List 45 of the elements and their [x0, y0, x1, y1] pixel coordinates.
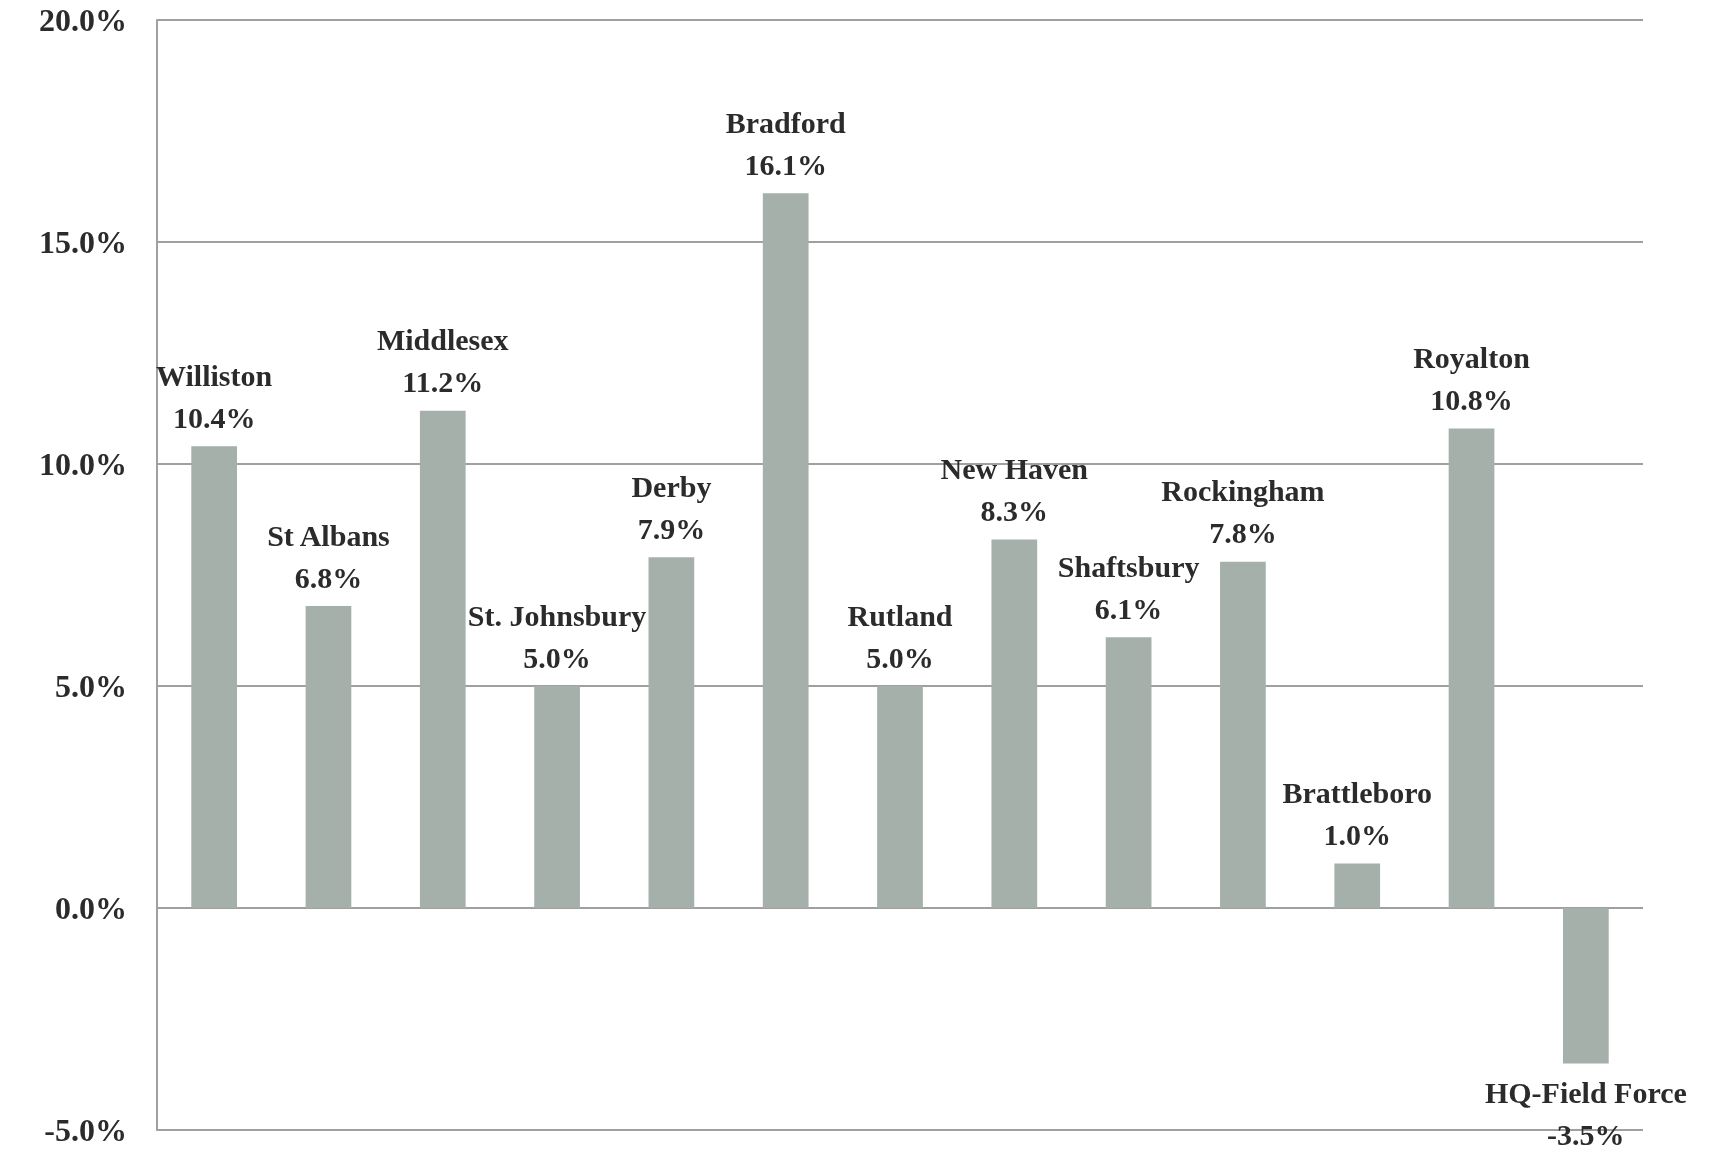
data-label: 11.2%	[402, 365, 484, 399]
y-tick-label: 20.0%	[39, 2, 127, 38]
x-tick-label: Williston	[156, 358, 273, 392]
x-tick-label: Derby	[631, 469, 712, 503]
x-tick-label: Bradford	[725, 105, 847, 139]
data-label: -3.5%	[1547, 1117, 1625, 1151]
bar	[648, 557, 695, 908]
data-label: 10.8%	[1430, 382, 1513, 416]
x-tick-label: Shaftsbury	[1057, 549, 1200, 583]
x-tick-label: Royalton	[1413, 340, 1531, 374]
bar	[1105, 637, 1152, 908]
data-label: 10.4%	[172, 400, 256, 434]
data-label: 8.3%	[980, 493, 1049, 527]
x-tick-label: Middlesex	[376, 323, 509, 357]
bar	[877, 686, 923, 908]
bar	[762, 193, 809, 908]
x-tick-label: St Albans	[267, 518, 390, 552]
x-tick-label: St. Johnsbury	[467, 598, 647, 632]
data-label: 7.9%	[637, 511, 706, 545]
y-tick-label: 0.0%	[55, 890, 127, 926]
x-tick-label: Brattleboro	[1282, 776, 1432, 810]
bar	[1220, 561, 1266, 908]
data-label: 6.1%	[1094, 591, 1163, 625]
bar	[1334, 863, 1381, 908]
y-tick-label: -5.0%	[44, 1112, 127, 1148]
y-tick-label: 10.0%	[39, 446, 127, 482]
y-tick-label: 15.0%	[39, 224, 127, 260]
bar	[1562, 908, 1609, 1064]
data-label: 6.8%	[294, 560, 363, 594]
x-tick-label: Rockingham	[1161, 474, 1325, 508]
data-label: 1.0%	[1323, 818, 1391, 852]
y-tick-label: 5.0%	[55, 668, 127, 704]
bar	[1448, 428, 1495, 908]
bar	[419, 410, 466, 908]
x-tick-label: New Haven	[940, 451, 1089, 485]
x-tick-label: HQ-Field Force	[1484, 1075, 1687, 1109]
data-label: 16.1%	[744, 147, 827, 181]
bar	[191, 446, 238, 908]
data-label: 7.8%	[1209, 516, 1277, 550]
data-label: 5.0%	[866, 640, 934, 674]
bar	[534, 686, 580, 908]
bar	[305, 606, 352, 908]
data-label: 5.0%	[523, 640, 591, 674]
bar	[991, 539, 1038, 908]
x-tick-label: Rutland	[847, 598, 953, 632]
